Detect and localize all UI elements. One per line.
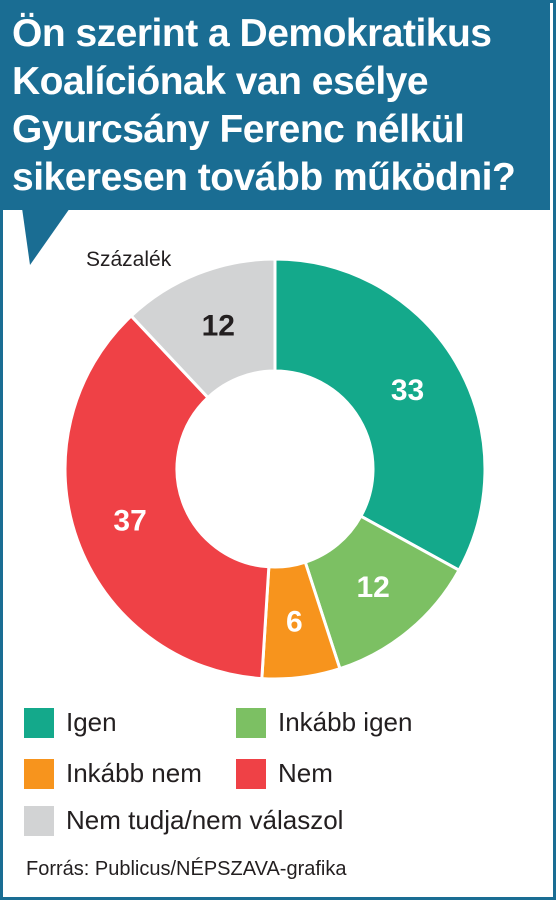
donut-slice-nem [63,313,271,681]
slice-value-label: 12 [356,571,389,604]
speech-bubble-tail [22,208,70,265]
donut-slice-nem-tudja-nem-válaszol [129,257,277,400]
source-note: Forrás: Publicus/NÉPSZAVA-grafika [26,858,347,880]
slice-value-label: 12 [202,309,235,342]
slice-value-label: 6 [286,605,303,638]
chart-title: Ön szerint a Demokratikus Koalíciónak va… [12,12,516,199]
title-header: Ön szerint a Demokratikus Koalíciónak va… [0,0,550,210]
donut-chart: 33 12 6 37 12 [63,257,487,681]
slice-value-label: 33 [391,374,424,407]
slice-value-label: 37 [113,505,146,538]
donut-slice-igen [273,257,487,573]
donut-slice-inkább-igen [303,514,462,671]
unit-label: Százalék [86,248,172,271]
